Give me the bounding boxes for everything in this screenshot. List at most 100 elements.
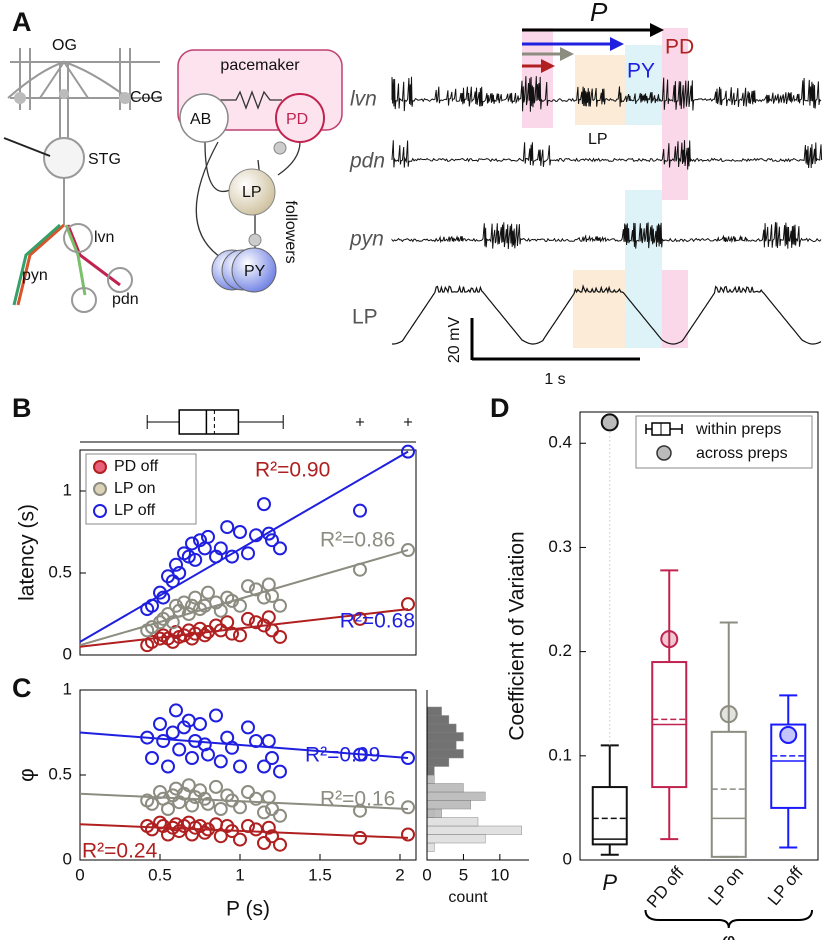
point: [401, 751, 415, 765]
point: [145, 598, 159, 613]
point: [197, 825, 212, 840]
point: [161, 802, 175, 816]
point: [209, 708, 223, 723]
lp-label: LP: [588, 131, 608, 148]
point: [273, 837, 287, 852]
point: [225, 549, 239, 564]
legend-label: within preps: [695, 421, 781, 438]
axes-frame: [579, 411, 819, 861]
label-ab: AB: [190, 111, 211, 128]
point: [353, 611, 367, 626]
point: [225, 740, 239, 755]
x-tick-label: 10: [490, 865, 509, 884]
point: [188, 552, 203, 567]
y-tick-label: 0.5: [48, 764, 72, 783]
point: [213, 754, 228, 769]
point: [249, 791, 263, 806]
legend-label: LP off: [114, 502, 156, 519]
synapse: [248, 233, 262, 247]
y-tick-label: 0.1: [548, 745, 572, 764]
x-tick-label: 1.5: [308, 865, 332, 884]
outlier: [404, 418, 412, 426]
point: [188, 734, 203, 748]
panel-label: A: [12, 7, 32, 37]
point: [161, 759, 175, 774]
point: [257, 759, 271, 774]
x-tick-label: PD off: [643, 863, 688, 911]
across-marker: [600, 413, 619, 432]
lp-shade: [573, 270, 625, 348]
group-label: φ: [722, 930, 736, 940]
neuron-lp: [228, 168, 276, 216]
y-tick-label: 1: [63, 679, 72, 698]
point: [185, 536, 199, 551]
x-tick-label: 0.5: [148, 865, 172, 884]
box: [178, 409, 240, 435]
point: [241, 785, 255, 799]
point: [353, 830, 367, 845]
point: [220, 615, 235, 630]
x-tick-label: 1: [235, 865, 244, 884]
point: [353, 562, 367, 577]
point: [177, 595, 191, 610]
point: [165, 615, 180, 630]
label-lvn: lvn: [94, 229, 114, 246]
point: [261, 790, 276, 805]
hist-bar: [426, 757, 450, 767]
label-lp: LP: [242, 184, 262, 201]
point: [257, 805, 271, 820]
legend-marker: [656, 445, 672, 461]
point: [220, 520, 235, 535]
point: [185, 751, 199, 765]
point: [265, 533, 279, 548]
x-axis-label: count: [448, 889, 488, 906]
period-label: P: [590, 0, 608, 27]
synapse: [273, 141, 287, 155]
point: [233, 832, 247, 847]
label-og: OG: [52, 37, 77, 54]
hist-bar: [426, 791, 486, 801]
hist-bar: [426, 834, 486, 844]
point: [201, 747, 215, 762]
point: [241, 819, 255, 833]
point: [353, 747, 367, 762]
point: [181, 778, 196, 793]
point: [249, 822, 263, 837]
x-tick-label: 5: [459, 865, 468, 884]
py-label: PY: [627, 60, 655, 83]
legend-box: [635, 415, 813, 469]
point: [145, 634, 159, 649]
x-tick-label: 0: [422, 865, 431, 884]
label-pd: PD: [286, 111, 308, 128]
point: [172, 742, 187, 757]
r2-label: R²=0.90: [255, 459, 330, 482]
point: [188, 590, 203, 605]
ganglion: [14, 92, 26, 104]
nerve-trace: [391, 76, 822, 112]
point: [401, 543, 415, 558]
trace-label: lvn: [350, 88, 377, 111]
point: [153, 717, 167, 731]
py-shade: [625, 45, 662, 125]
legend-label: PD off: [114, 458, 159, 475]
y-tick-label: 0: [63, 849, 72, 868]
legend-label: LP on: [114, 480, 156, 497]
point: [265, 751, 279, 765]
x-tick-label: P: [602, 870, 617, 895]
point: [241, 720, 255, 735]
traces: [391, 76, 823, 345]
py-shade: [625, 270, 662, 348]
hist-bar: [426, 800, 471, 810]
point: [261, 734, 276, 748]
x-axis-label: P (s): [226, 898, 270, 921]
y-tick-label: 0.5: [48, 562, 72, 581]
stg-schematic: [3, 48, 160, 313]
fit-line: [79, 792, 409, 810]
point: [273, 764, 287, 779]
point: [145, 751, 159, 765]
point: [233, 525, 247, 539]
r2-label: R²=0.86: [320, 529, 395, 552]
label-pacemaker: pacemaker: [220, 57, 300, 74]
point: [156, 734, 171, 748]
